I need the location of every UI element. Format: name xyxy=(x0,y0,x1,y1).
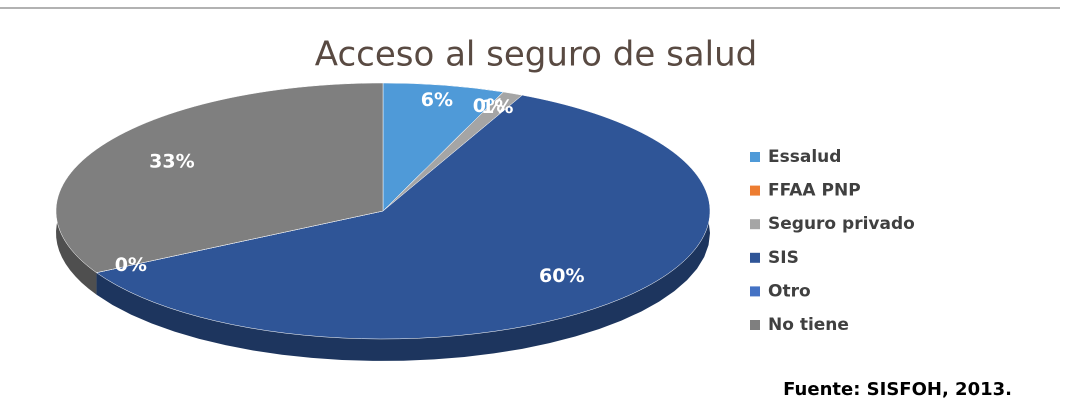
data-label: 33% xyxy=(149,151,194,173)
legend-swatch xyxy=(750,219,760,230)
data-label: 6% xyxy=(421,89,453,111)
source-note: Fuente: SISFOH, 2013. xyxy=(783,379,1012,400)
legend-label: Otro xyxy=(768,281,811,301)
legend-swatch xyxy=(750,320,760,330)
legend-label: Seguro privado xyxy=(768,214,915,234)
slice xyxy=(55,82,384,273)
legend-swatch xyxy=(750,252,760,263)
legend-label: FFAA PNP xyxy=(768,181,861,201)
chart-title: Acceso al seguro de salud xyxy=(315,35,757,75)
slice xyxy=(95,94,711,340)
data-label: 1% xyxy=(481,96,513,118)
legend-label: SIS xyxy=(768,248,799,268)
data-label: 0% xyxy=(473,95,505,117)
slice xyxy=(382,82,504,212)
legend-swatch xyxy=(750,152,760,162)
legend-label: Essalud xyxy=(768,147,841,167)
legend-swatch xyxy=(750,185,760,196)
legend-swatch xyxy=(750,286,760,297)
data-label: 0% xyxy=(115,254,147,276)
data-label: 60% xyxy=(539,265,584,287)
legend-label: No tiene xyxy=(768,315,849,335)
